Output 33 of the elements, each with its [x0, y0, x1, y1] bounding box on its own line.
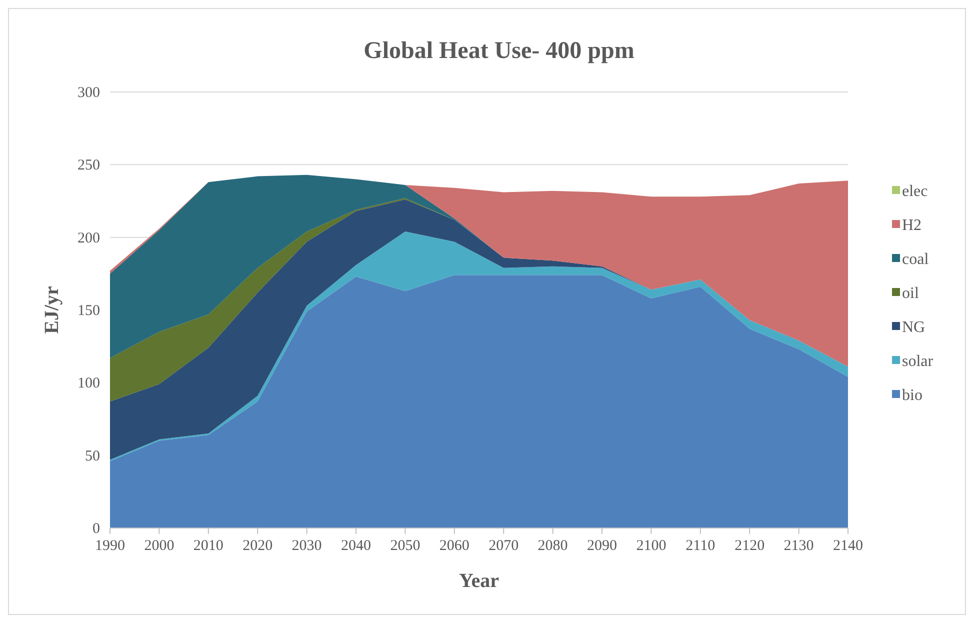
x-tick-label: 2080	[538, 538, 568, 554]
y-axis-title: EJ/yr	[41, 286, 63, 334]
x-tick-label: 2030	[292, 538, 322, 554]
x-tick-label: 2050	[390, 538, 420, 554]
chart-title: Global Heat Use- 400 ppm	[364, 38, 634, 64]
legend-label: solar	[902, 353, 934, 370]
x-tick-label: 2070	[488, 538, 519, 554]
x-tick-label: 2110	[686, 538, 716, 554]
legend-label: coal	[902, 251, 930, 268]
x-tick-label: 2100	[636, 538, 666, 554]
legend-label: oil	[902, 285, 920, 302]
x-tick-label: 2020	[242, 538, 273, 554]
legend-label: elec	[902, 183, 928, 200]
y-tick-label: 200	[78, 230, 100, 246]
x-axis-title: Year	[459, 570, 500, 592]
x-tick-label: 2140	[833, 538, 863, 554]
y-tick-label: 250	[78, 158, 100, 174]
x-tick-label: 2120	[734, 538, 765, 554]
legend-label: H2	[902, 217, 922, 234]
x-tick-label: 2090	[587, 538, 617, 554]
y-tick-label: 50	[85, 448, 100, 464]
x-tick-label: 2000	[144, 538, 174, 554]
x-tick-label: 2130	[784, 538, 814, 554]
y-tick-label: 100	[78, 376, 100, 392]
legend-label: bio	[902, 387, 922, 404]
x-tick-label: 2060	[439, 538, 470, 554]
x-tick-label: 1990	[95, 538, 125, 554]
legend-label: NG	[902, 319, 926, 336]
x-tick-label: 2040	[341, 538, 371, 554]
y-tick-label: 0	[92, 521, 100, 537]
y-tick-label: 150	[78, 303, 100, 319]
x-tick-label: 2010	[193, 538, 224, 554]
y-tick-label: 300	[78, 85, 100, 101]
